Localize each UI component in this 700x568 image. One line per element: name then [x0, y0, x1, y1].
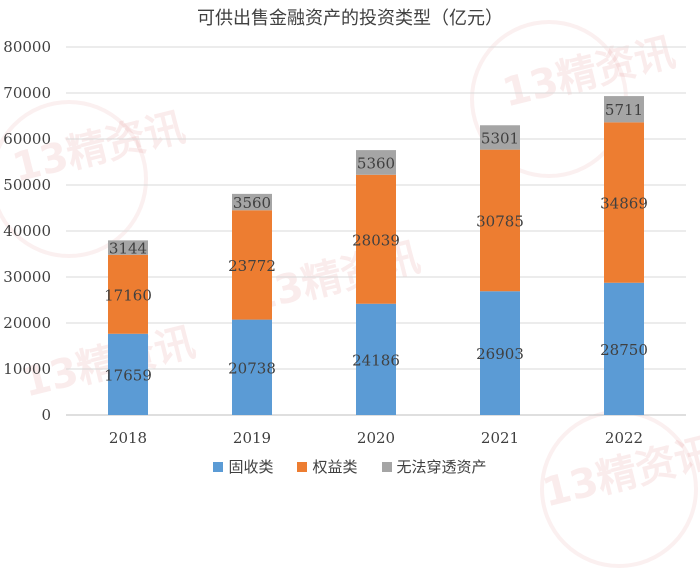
y-tick-label: 50000: [3, 176, 51, 194]
legend-label: 权益类: [312, 458, 358, 476]
data-label: 30785: [476, 212, 524, 230]
bar-segment: [604, 282, 644, 415]
legend-label: 固收类: [228, 458, 274, 476]
x-tick-label: 2021: [481, 429, 519, 447]
x-tick-label: 2019: [233, 429, 271, 447]
bar-segment: [604, 96, 644, 123]
bar-segment: [232, 319, 272, 415]
data-label: 17160: [104, 286, 152, 304]
data-label: 28039: [352, 231, 400, 249]
legend-swatch: [297, 461, 308, 472]
bar-segment: [108, 333, 148, 415]
chart-title: 可供出售金融资产的投资类型（亿元）: [197, 8, 503, 29]
y-tick-label: 20000: [3, 314, 51, 332]
y-tick-label: 70000: [3, 84, 51, 102]
legend-swatch: [381, 461, 392, 472]
bar-segment: [480, 125, 520, 150]
legend: 固收类 权益类 无法穿透资产: [0, 456, 700, 477]
bar-segment: [356, 150, 396, 175]
y-tick-label: 0: [41, 406, 51, 424]
bar-segment: [232, 193, 272, 211]
bar-segment: [356, 303, 396, 415]
bar-segment: [108, 240, 148, 255]
legend-swatch: [213, 461, 224, 472]
y-tick-label: 60000: [3, 130, 51, 148]
data-label: 3144: [109, 240, 147, 258]
data-label: 20738: [228, 359, 276, 377]
bar-segment: [480, 149, 520, 292]
legend-item: 固收类: [213, 456, 273, 477]
plot-area: 0 10000 20000 30000 40000 50000 60000 70000 8000…: [3, 38, 686, 447]
legend-label: 无法穿透资产: [396, 458, 487, 476]
bar-segment: [356, 174, 396, 304]
x-tick-label: 2022: [605, 429, 643, 447]
data-label: 24186: [352, 351, 400, 369]
x-tick-label: 2018: [109, 429, 147, 447]
x-tick-label: 2020: [357, 429, 395, 447]
data-label: 28750: [600, 341, 648, 359]
y-tick-label: 10000: [3, 360, 51, 378]
bar-segment: [604, 122, 644, 283]
legend-item: 权益类: [297, 456, 358, 477]
y-tick-label: 30000: [3, 268, 51, 286]
data-label: 34869: [600, 195, 648, 213]
data-label: 5360: [357, 154, 395, 172]
data-label: 23772: [228, 257, 276, 275]
y-tick-label: 80000: [3, 38, 51, 56]
data-label: 17659: [104, 366, 152, 384]
data-label: 5301: [481, 129, 519, 147]
chart: 可供出售金融资产的投资类型（亿元） 13精资讯 13精资讯 13精资讯 13精资…: [0, 8, 700, 568]
bar-segment: [232, 210, 272, 320]
data-label: 5711: [605, 101, 643, 119]
data-label: 3560: [233, 194, 271, 212]
legend-item: 无法穿透资产: [381, 456, 487, 477]
data-label: 26903: [476, 345, 524, 363]
bar-segment: [108, 254, 148, 334]
y-tick-label: 40000: [3, 222, 51, 240]
bar-segment: [480, 291, 520, 415]
